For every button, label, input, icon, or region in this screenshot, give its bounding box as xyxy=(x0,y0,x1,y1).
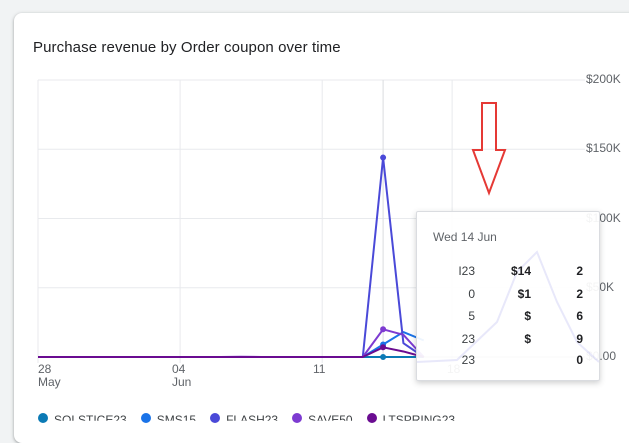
red-arrow-icon xyxy=(471,102,507,196)
legend-dot-icon xyxy=(140,413,151,423)
tooltip-row: 23 $9 xyxy=(417,332,599,348)
legend-label: FLASH23 xyxy=(226,413,279,427)
legend-item[interactable]: FLASH23 xyxy=(210,411,278,425)
legend-item[interactable]: SMS15 xyxy=(140,411,197,427)
legend-label: LTSPRING23 xyxy=(382,413,456,427)
tooltip-row: 23 0 xyxy=(417,353,599,369)
legend-item[interactable]: SOLSTICE23 xyxy=(38,411,127,425)
legend-dot-icon xyxy=(38,413,48,423)
data-point xyxy=(380,154,387,161)
legend-dot-icon xyxy=(366,413,377,423)
tooltip-row: 5 $6 xyxy=(417,309,599,325)
chart-legend: SOLSTICE23 SMS15 FLASH23 SAVE50 LTSPRING23 xyxy=(38,411,469,425)
tooltip-revenue: $14 xyxy=(510,264,531,278)
tooltip-count: 0 xyxy=(576,353,583,367)
tooltip-revenue: $1 xyxy=(517,287,531,301)
tooltip-coupon: 5 xyxy=(468,309,475,323)
tooltip-coupon: 0 xyxy=(468,287,475,301)
series-line-ltspring23 xyxy=(38,346,424,358)
annotation-arrow xyxy=(471,102,507,196)
legend-label: SMS15 xyxy=(156,413,197,427)
tooltip-count: 2 xyxy=(576,287,583,301)
y-tick-label: $200K xyxy=(586,72,621,86)
series-lines xyxy=(38,80,425,360)
tooltip-revenue: $ xyxy=(524,309,531,323)
tooltip-row: 0 $1 2 xyxy=(417,287,599,303)
legend-label: SOLSTICE23 xyxy=(54,413,127,427)
x-tick-label: 04 Jun xyxy=(172,362,192,389)
data-point xyxy=(380,326,387,333)
y-tick-label: $150K xyxy=(586,141,621,156)
legend-item[interactable]: SAVE50 xyxy=(292,411,353,427)
legend-label: SAVE50 xyxy=(308,413,353,427)
data-point xyxy=(380,344,387,351)
tooltip-revenue: $ xyxy=(524,332,531,346)
chart-card: Purchase revenue by Order coupon over ti… xyxy=(14,13,629,443)
tooltip-count: 2 xyxy=(576,264,583,278)
tooltip-date: Wed 14 Jun xyxy=(433,230,497,244)
tooltip-count: 9 xyxy=(576,332,583,346)
data-point xyxy=(380,354,387,360)
legend-item[interactable]: LTSPRING23 xyxy=(366,411,456,427)
chart-title: Purchase revenue by Order coupon over ti… xyxy=(33,39,341,56)
series-line-flash23 xyxy=(38,156,425,358)
tooltip-coupon: I23 xyxy=(458,264,475,278)
legend-dot-icon xyxy=(292,413,303,423)
tooltip-coupon: 23 xyxy=(461,353,475,367)
legend-dot-icon xyxy=(210,413,221,423)
x-tick-label: 11 xyxy=(313,362,326,376)
tooltip-ghost-lines xyxy=(417,250,599,363)
x-tick-label: 28 May xyxy=(38,362,61,389)
tooltip-coupon: 23 xyxy=(461,332,475,346)
hover-tooltip: Wed 14 Jun I23 $14 2 0 $1 2 5 $6 23 $9 23 0 xyxy=(416,211,600,381)
tooltip-row: I23 $14 2 xyxy=(417,264,599,280)
tooltip-count: 6 xyxy=(576,309,583,323)
